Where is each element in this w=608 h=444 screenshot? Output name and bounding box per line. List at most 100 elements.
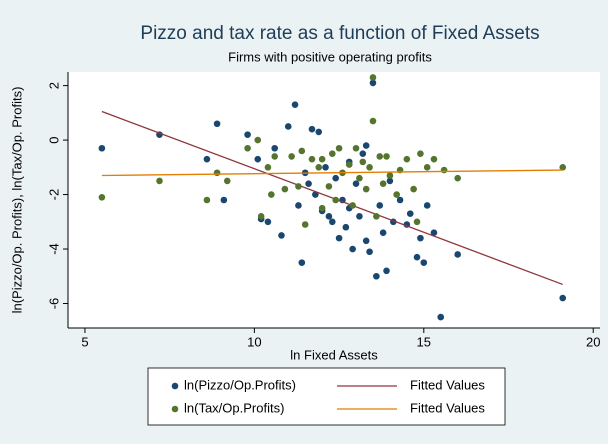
point <box>403 155 411 163</box>
y-tick-label: -6 <box>46 298 61 310</box>
y-axis-title: ln(Pizzo/Op. Profits), ln(Tax/Op. Profit… <box>9 87 24 314</box>
point <box>318 155 326 163</box>
point <box>278 232 285 239</box>
point <box>362 185 370 193</box>
point <box>264 218 272 226</box>
point <box>437 313 445 321</box>
point <box>244 131 251 138</box>
point <box>332 174 339 182</box>
x-tick-label: 20 <box>586 334 600 349</box>
legend-label: Fitted Values <box>410 400 485 415</box>
x-tick-label: 15 <box>417 334 431 349</box>
point <box>366 248 373 256</box>
point <box>325 183 333 190</box>
point <box>393 191 400 198</box>
point <box>213 169 221 177</box>
point <box>369 79 377 87</box>
point <box>271 153 279 160</box>
point <box>454 174 461 182</box>
point <box>369 74 377 81</box>
legend-marker <box>171 405 179 413</box>
point <box>156 177 163 185</box>
legend-label: ln(Tax/Op.Profits) <box>184 400 284 415</box>
legend-marker <box>171 382 179 390</box>
point <box>362 142 370 149</box>
point <box>454 251 461 258</box>
point <box>281 185 289 193</box>
point <box>295 202 302 209</box>
point <box>335 144 343 152</box>
point <box>373 213 380 220</box>
fitted-line <box>101 110 563 286</box>
point <box>220 196 228 204</box>
point <box>223 177 231 185</box>
point <box>352 144 360 152</box>
point <box>413 218 421 226</box>
point <box>244 144 251 152</box>
chart-subtitle: Firms with positive operating profits <box>228 49 432 64</box>
point <box>288 153 295 160</box>
x-axis-title: ln Fixed Assets <box>290 347 378 362</box>
point <box>301 221 309 228</box>
point <box>308 125 316 133</box>
point <box>295 183 302 190</box>
point <box>254 136 262 144</box>
point <box>254 155 262 163</box>
point <box>305 180 312 187</box>
point <box>413 253 421 261</box>
point <box>291 101 299 108</box>
point <box>325 213 333 220</box>
point <box>386 177 394 185</box>
point <box>430 155 438 163</box>
y-tick-label: -2 <box>46 189 61 201</box>
point <box>315 164 323 171</box>
point <box>559 164 567 171</box>
point <box>356 213 363 220</box>
point <box>356 174 363 182</box>
point <box>396 196 404 204</box>
point <box>417 150 424 158</box>
point <box>430 229 438 236</box>
legend-label: Fitted Values <box>410 377 485 392</box>
point <box>386 172 394 179</box>
point <box>349 202 356 209</box>
point <box>213 120 221 128</box>
point <box>373 272 380 280</box>
point <box>332 196 339 204</box>
point <box>376 202 384 209</box>
point <box>359 150 367 158</box>
point <box>342 223 350 231</box>
chart-title: Pizzo and tax rate as a function of Fixe… <box>140 23 539 44</box>
point <box>315 128 323 136</box>
point <box>257 213 265 220</box>
point <box>203 155 211 163</box>
point <box>264 164 272 171</box>
point <box>376 153 384 160</box>
point <box>383 153 390 160</box>
point <box>406 210 414 217</box>
point <box>417 234 424 242</box>
point <box>308 155 316 163</box>
point <box>329 150 336 158</box>
point <box>410 185 417 193</box>
x-tick-label: 5 <box>81 334 88 349</box>
x-tick-label: 10 <box>247 334 261 349</box>
point <box>322 164 329 171</box>
point <box>271 144 279 152</box>
point <box>379 180 387 187</box>
point <box>98 193 106 201</box>
legend <box>147 367 506 426</box>
point <box>98 144 106 152</box>
point <box>383 267 390 275</box>
legend-label: ln(Pizzo/Op.Profits) <box>184 377 296 392</box>
point <box>203 196 211 204</box>
point <box>362 237 370 245</box>
point <box>284 123 292 130</box>
y-tick-label: 2 <box>46 82 61 89</box>
point <box>298 259 306 266</box>
point <box>366 164 373 171</box>
point <box>335 234 343 242</box>
point <box>379 229 387 236</box>
point <box>352 180 360 187</box>
